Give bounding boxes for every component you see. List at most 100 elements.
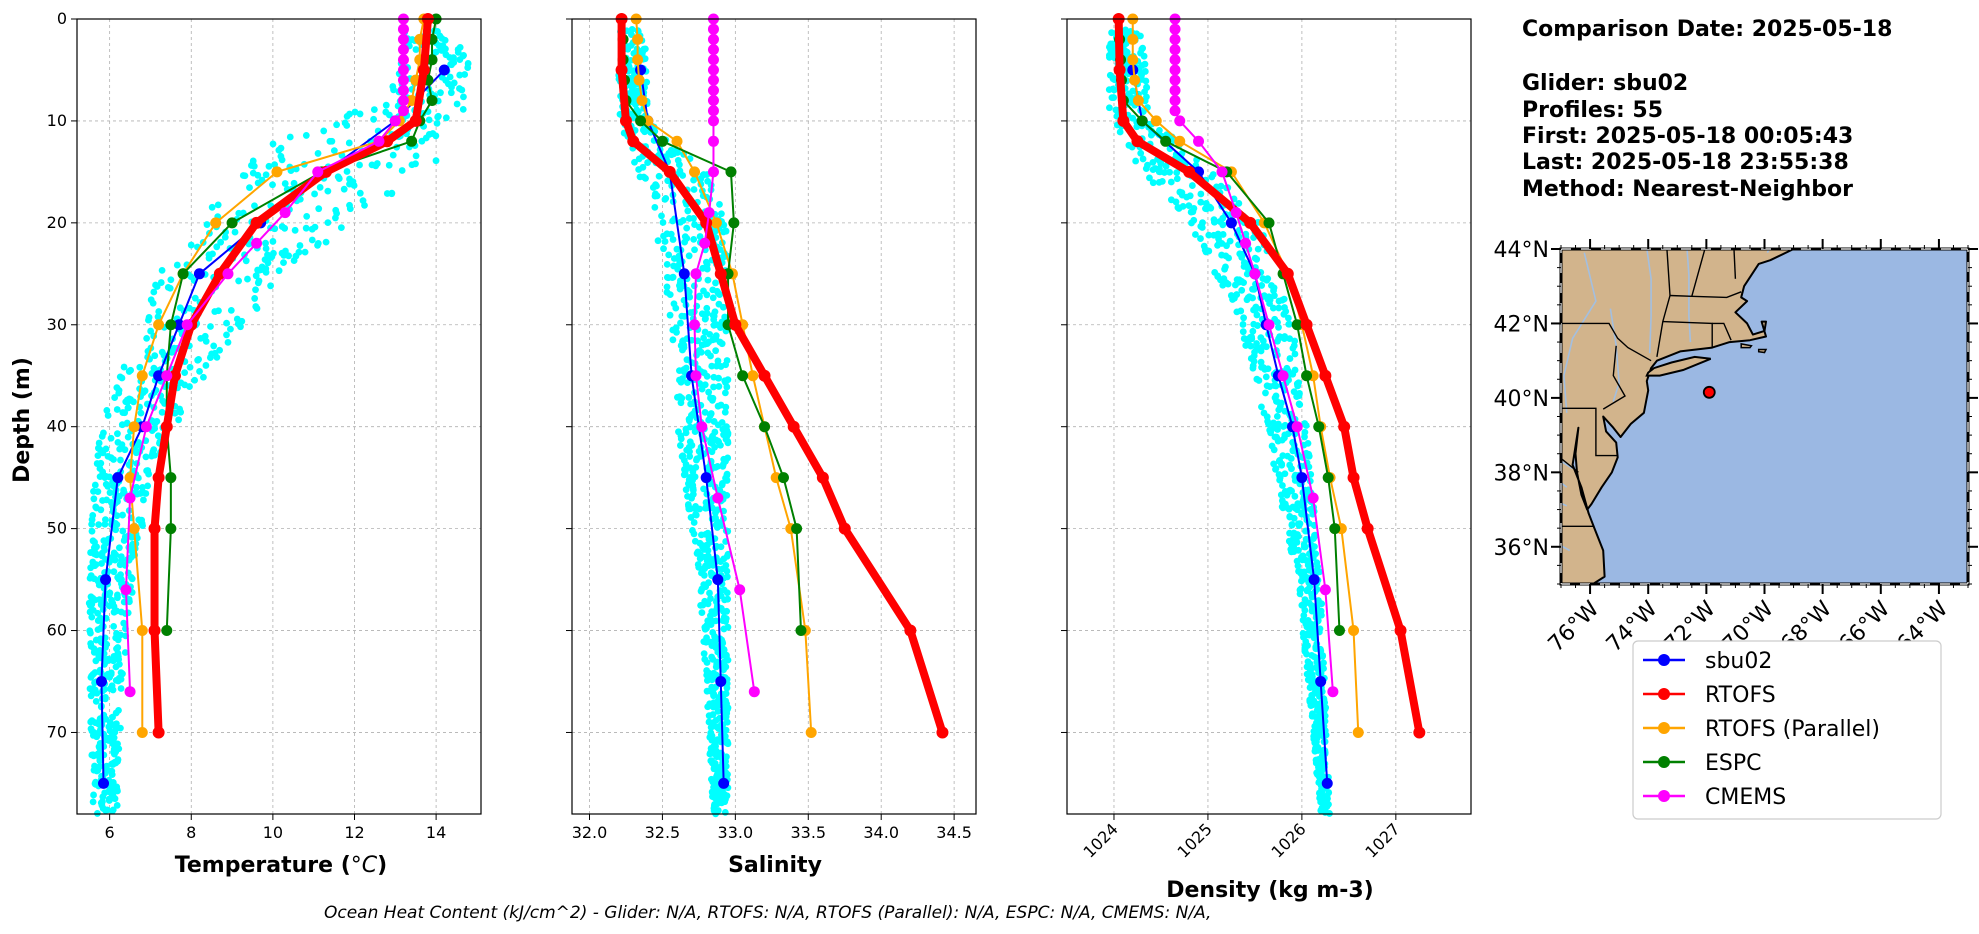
series-point-cmems [707, 74, 719, 86]
series-point-rtofs [700, 216, 713, 229]
glider-scatter-point [112, 725, 120, 732]
x-tick-label: 10 [263, 823, 283, 842]
glider-scatter-point [208, 203, 216, 211]
series-point-cmems [1169, 33, 1181, 45]
series-point-cmems [1291, 421, 1303, 433]
glider-scatter-point [439, 42, 447, 50]
series-point-espc [1160, 135, 1172, 147]
glider-scatter-point [124, 433, 132, 441]
glider-scatter-point [1266, 300, 1273, 307]
glider-scatter-point [724, 623, 732, 631]
x-tick-label: 1027 [1361, 819, 1403, 861]
glider-scatter-point [712, 463, 719, 471]
glider-scatter-point [104, 412, 112, 419]
glider-scatter-point [693, 550, 701, 557]
glider-scatter-point [696, 539, 704, 547]
glider-scatter-point [332, 206, 340, 214]
glider-scatter-point [1270, 419, 1277, 427]
series-point-rtofs-parallel [632, 33, 644, 45]
glider-scatter-point [97, 506, 105, 514]
glider-scatter-point [1123, 48, 1131, 56]
glider-scatter-point [1199, 219, 1206, 227]
glider-scatter-point [1270, 292, 1278, 300]
glider-scatter-point [663, 230, 671, 238]
y-tick-label: 50 [47, 519, 67, 538]
glider-scatter-point [382, 101, 390, 109]
glider-scatter-point [652, 190, 659, 198]
glider-scatter-point [1296, 520, 1304, 528]
glider-scatter-point [168, 348, 176, 356]
glider-scatter-point [1272, 465, 1280, 472]
series-line-rtofs [617, 19, 947, 734]
glider-scatter-point [707, 749, 714, 757]
glider-scatter-point [110, 608, 118, 616]
glider-scatter-point [1258, 282, 1266, 289]
series-point-cmems [397, 23, 409, 35]
glider-scatter-point [702, 315, 709, 322]
series-point-rtofs-parallel [1129, 74, 1141, 86]
series-point-sbu02 [700, 472, 712, 484]
series-point-sbu02 [153, 370, 165, 382]
glider-scatter-point [340, 185, 348, 193]
glider-scatter-point [1257, 347, 1265, 355]
series-point-rtofs-parallel [633, 74, 645, 86]
glider-scatter-point [120, 363, 128, 371]
glider-scatter-point [103, 806, 111, 814]
series-point-rtofs-parallel [632, 54, 644, 66]
glider-scatter-point [173, 261, 181, 269]
glider-scatter-point [1284, 430, 1292, 438]
glider-scatter-point [704, 600, 712, 608]
series-point-sbu02 [678, 268, 690, 280]
glider-scatter-point [698, 585, 706, 593]
glider-scatter-point [207, 323, 214, 330]
glider-scatter-point [89, 537, 97, 545]
glider-scatter-point [720, 646, 728, 654]
series-point-cmems [140, 421, 152, 433]
glider-scatter-point [1257, 334, 1265, 342]
glider-scatter-point [677, 435, 685, 443]
legend-item-rtofs-parallel: RTOFS (Parallel) [1643, 717, 1880, 742]
glider-scatter-point [704, 276, 712, 284]
glider-scatter-point [147, 327, 155, 335]
glider-scatter-point [1290, 548, 1298, 555]
glider-scatter-point [676, 442, 684, 449]
series-point-sbu02 [100, 574, 112, 586]
glider-scatter-point [86, 608, 94, 616]
x-tick-label: 1024 [1080, 819, 1122, 861]
series-point-rtofs-parallel [1127, 33, 1139, 45]
series-point-cmems [690, 370, 702, 382]
first-time: First: 2025-05-18 00:05:43 [1522, 124, 1853, 149]
glider-scatter-point [665, 251, 673, 259]
legend-box [1632, 640, 1942, 820]
glider-scatter-point [223, 331, 230, 339]
glider-scatter-point [679, 217, 687, 224]
glider-scatter-point [231, 228, 239, 236]
glider-scatter-point [1287, 540, 1295, 548]
glider-scatter-point [442, 114, 450, 122]
glider-scatter-point [1288, 465, 1295, 473]
series-point-rtofs-parallel [136, 726, 148, 738]
series-point-cmems [1169, 105, 1181, 117]
nantucket [1757, 348, 1768, 354]
glider-scatter-point [723, 567, 731, 575]
glider-scatter-point [1319, 652, 1326, 660]
series-point-cmems [712, 492, 724, 504]
glider-scatter-point [672, 304, 680, 312]
glider-scatter-point [1238, 286, 1246, 294]
glider-scatter-point [705, 416, 713, 424]
series-point-espc [161, 625, 173, 637]
glider-scatter-point [125, 368, 133, 375]
glider-scatter-point [251, 202, 258, 210]
glider-scatter-point [1299, 630, 1307, 637]
glider-scatter-point [1249, 327, 1257, 335]
glider-scatter-point [90, 495, 98, 503]
glider-scatter-point [412, 46, 420, 53]
glider-scatter-point [700, 650, 708, 658]
glider-scatter-point [641, 128, 649, 136]
glider-scatter-point [91, 780, 99, 788]
series-point-rtofs [152, 471, 165, 484]
glider-scatter-point [663, 260, 671, 268]
series-point-espc [728, 217, 740, 229]
glider-scatter-point [1291, 350, 1299, 358]
glider-scatter-point [248, 162, 255, 169]
